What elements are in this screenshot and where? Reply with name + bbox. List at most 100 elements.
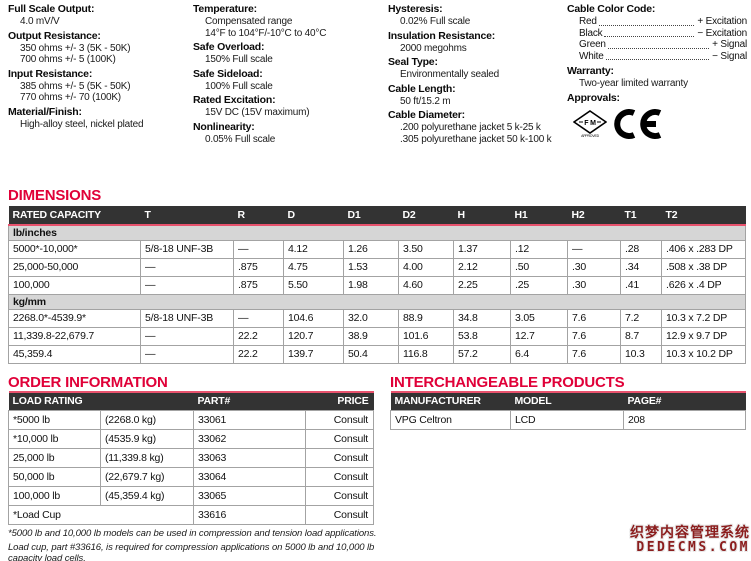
spec-label: Cable Length: (388, 82, 456, 95)
cell-t: 5/8-18 UNF-3B (140, 308, 234, 328)
spec-value: 385 ohms +/- 5 (5K - 50K) 770 ohms +/- 7… (20, 80, 131, 104)
spec-value: 50 ft/15.2 m (400, 95, 451, 107)
cell-part-number: 33616 (193, 504, 306, 525)
fm-approved-logo-icon: F M APPROVED (573, 109, 607, 138)
cable-color-row: Red + Excitation (579, 16, 747, 28)
interchangeable-products-heading: INTERCHANGEABLE PRODUCTS (390, 374, 625, 391)
spec-label: Safe Overload: (193, 41, 265, 53)
cell-load-rating-kg: (4535.9 kg) (100, 428, 194, 449)
cell-t: 5/8-18 UNF-3B (140, 239, 234, 259)
spec-value: High-alloy steel, nickel plated (20, 118, 144, 130)
cell-price: Consult (305, 504, 374, 525)
cell-h: 2.12 (453, 257, 511, 277)
cell-h1: .25 (510, 275, 568, 295)
column-header: D1 (343, 206, 399, 226)
column-header: H1 (510, 206, 568, 226)
dotted-leader (598, 24, 695, 26)
column-header: T2 (661, 206, 746, 226)
spec-value: .200 polyurethane jacket 5 k-25 k .305 p… (400, 122, 552, 145)
svg-text:F M: F M (584, 120, 596, 127)
cell-r: 22.2 (233, 326, 284, 346)
cell-h2: 7.6 (567, 308, 621, 328)
spec-label: Input Resistance: (8, 67, 93, 80)
cell-manufacturer: VPG Celtron (390, 409, 511, 430)
cell-h2: .30 (567, 275, 621, 295)
wire-function: − Signal (712, 50, 747, 62)
spec-value: 0.05% Full scale (205, 133, 276, 145)
cell-h1: .12 (510, 239, 568, 259)
cell-t1: 7.2 (620, 308, 662, 328)
order-header-row: LOAD RATING PART# PRICE (8, 391, 374, 410)
column-header: PART# (193, 391, 306, 410)
spec-value: Compensated range 14°F to 104°F/-10°C to… (205, 16, 327, 39)
spec-label: Full Scale Output: (8, 3, 95, 15)
order-footnotes: *5000 lb and 10,000 lb models can be use… (8, 528, 380, 561)
dimensions-heading: DIMENSIONS (8, 187, 102, 204)
cell-h: 53.8 (453, 326, 511, 346)
section-row-kg-mm: kg/mm (8, 293, 746, 310)
spec-value: Environmentally sealed (400, 69, 499, 80)
column-header: RATED CAPACITY (8, 206, 141, 226)
spec-item: Safe Sideload: 100% Full scale (193, 68, 383, 93)
cell-rated-capacity: 25,000-50,000 (8, 257, 141, 277)
column-header: H (453, 206, 511, 226)
spec-value: 4.0 mV/V (20, 16, 60, 27)
section-label: kg/mm (8, 293, 746, 310)
cell-t2: 10.3 x 10.2 DP (661, 344, 746, 364)
spec-label: Insulation Resistance: (388, 29, 496, 42)
cell-d1: 32.0 (343, 308, 399, 328)
dimension-row: 11,339.8-22,679.7 — 22.2 120.7 38.9 101.… (8, 326, 746, 346)
cell-r: .875 (233, 257, 284, 277)
cell-h2: 7.6 (567, 326, 621, 346)
cell-load-rating-kg: (11,339.8 kg) (100, 447, 194, 468)
spec-label: Warranty: (567, 65, 614, 77)
cell-d2: 4.60 (398, 275, 454, 295)
cell-t1: .41 (620, 275, 662, 295)
cell-rated-capacity: 100,000 (8, 275, 141, 295)
cell-part-number: 33065 (193, 485, 306, 506)
cell-load-rating-lb: 100,000 lb (8, 485, 101, 506)
spec-value: 15V DC (15V maximum) (205, 107, 310, 118)
dotted-leader (605, 59, 710, 60)
dimension-row: 100,000 — .875 5.50 1.98 4.60 2.25 .25 .… (8, 275, 746, 295)
watermark-domain-text: DEDECMS.COM (636, 540, 750, 555)
spec-label: Nonlinearity: (193, 120, 255, 133)
order-row: 100,000 lb (45,359.4 kg) 33065 Consult (8, 485, 374, 506)
cell-h2: .30 (567, 257, 621, 277)
dimensions-header-row: RATED CAPACITY T R D D1 D2 H H1 H2 T1 T2 (8, 206, 746, 226)
spec-column-cable: Hysteresis: 0.02% Full scale Insulation … (388, 3, 566, 147)
cell-r: — (233, 239, 284, 259)
cell-r: — (233, 308, 284, 328)
cell-d: 4.12 (283, 239, 344, 259)
cell-d2: 88.9 (398, 308, 454, 328)
spec-label: Cable Diameter: (388, 109, 465, 121)
cell-d1: 1.26 (343, 239, 399, 259)
cell-t: — (140, 275, 234, 295)
wire-function: + Signal (712, 39, 747, 50)
cell-d2: 116.8 (398, 344, 454, 364)
section-row-lb-inches: lb/inches (8, 224, 746, 241)
dimension-row: 45,359.4 — 22.2 139.7 50.4 116.8 57.2 6.… (8, 344, 746, 364)
cell-load-rating-kg: (2268.0 kg) (100, 409, 194, 430)
order-information-heading: ORDER INFORMATION (8, 374, 168, 391)
spec-label: Safe Sideload: (193, 67, 263, 80)
spec-item: Full Scale Output: 4.0 mV/V (8, 3, 188, 28)
cell-part-number: 33062 (193, 428, 306, 449)
cell-load-rating-lb: 25,000 lb (8, 447, 101, 468)
cell-price: Consult (305, 485, 374, 506)
wire-function: + Excitation (697, 16, 747, 27)
cell-h1: 6.4 (510, 344, 568, 364)
approvals-logos: F M APPROVED (573, 107, 747, 141)
cell-d2: 3.50 (398, 239, 454, 259)
cell-rated-capacity: 11,339.8-22,679.7 (8, 326, 141, 346)
cell-rated-capacity: 2268.0*-4539.9* (8, 308, 141, 328)
spec-value: Two-year limited warranty (579, 78, 688, 89)
wire-color: White (579, 50, 604, 62)
wire-color: Black (579, 27, 603, 39)
spec-column-environment: Temperature: Compensated range 14°F to 1… (193, 3, 383, 147)
svg-text:APPROVED: APPROVED (581, 134, 600, 138)
column-header: D2 (398, 206, 454, 226)
cell-r: .875 (233, 275, 284, 295)
cell-load-rating-lb: *Load Cup (8, 504, 194, 525)
spec-item: Insulation Resistance: 2000 megohms (388, 30, 566, 55)
